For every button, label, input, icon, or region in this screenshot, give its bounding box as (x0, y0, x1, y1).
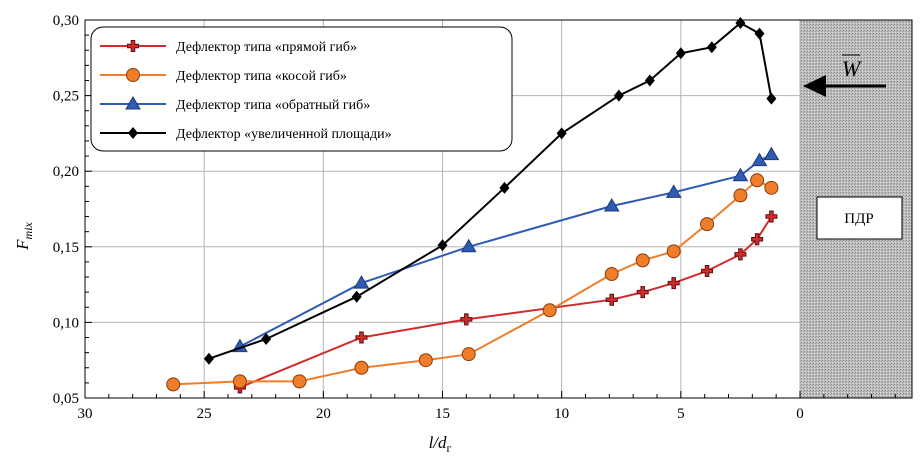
y-tick-label: 0,25 (53, 89, 79, 105)
data-point (765, 210, 778, 223)
series-triangle (232, 146, 780, 353)
flow-arrow-label: W (842, 56, 862, 81)
data-point (125, 96, 141, 110)
legend-label: Дефлектор типа «обратный гиб» (176, 98, 370, 113)
x-axis-title: l/dг (429, 433, 452, 455)
data-point (665, 184, 682, 198)
data-point (644, 74, 655, 87)
x-tick-label: 15 (435, 406, 450, 422)
data-point (734, 248, 747, 261)
y-tick-label: 0,05 (53, 391, 79, 407)
pdr-label: ПДР (844, 211, 873, 227)
plot-frame (84, 19, 913, 399)
series-line (173, 179, 772, 386)
data-point (735, 17, 746, 30)
data-point (126, 68, 140, 82)
data-point (751, 233, 764, 246)
pdr-label-box (816, 196, 903, 240)
data-point (700, 217, 715, 232)
y-tick-label: 0,30 (53, 13, 79, 29)
data-point (556, 127, 567, 140)
x-tick-label: 0 (796, 406, 804, 422)
x-tick-label: 20 (316, 406, 331, 422)
legend: Дефлектор типа «прямой гиб» Дефлектор тип… (90, 26, 513, 152)
legend-label: Дефлектор типа «прямой гиб» (176, 40, 357, 55)
data-point (437, 239, 448, 252)
legend-item: Дефлектор типа «обратный гиб» (100, 96, 370, 113)
data-point (732, 167, 749, 182)
data-point (461, 347, 476, 362)
data-point (127, 40, 139, 52)
data-point (751, 152, 768, 167)
data-point (232, 374, 247, 389)
data-point (203, 352, 214, 365)
y-tick-label: 0,10 (53, 315, 79, 331)
series-circle (166, 173, 779, 392)
data-point (292, 374, 307, 389)
y-tick-label: 0,15 (53, 240, 79, 256)
data-point (750, 173, 765, 188)
data-point (635, 253, 650, 268)
axes (84, 19, 913, 399)
y-axis-title: Fmix (13, 221, 35, 250)
data-point (666, 244, 681, 259)
data-point (603, 197, 620, 212)
data-point (706, 41, 717, 54)
data-point (499, 181, 510, 194)
series-plus (233, 210, 778, 394)
data-point (166, 377, 181, 392)
data-point (605, 293, 618, 306)
data-point (128, 127, 138, 139)
series-diamond (203, 17, 777, 365)
x-tick-label: 10 (554, 406, 569, 422)
data-point (675, 47, 686, 60)
x-tick-label: 25 (197, 406, 212, 422)
data-point (764, 180, 779, 195)
y-tick-label: 0,20 (53, 164, 79, 180)
legend-item: Дефлектор типа «косой гиб» (100, 68, 347, 84)
data-point (261, 333, 272, 346)
legend-item: Дефлектор «увеличенной площади» (100, 127, 392, 142)
data-point (733, 188, 748, 203)
data-point (353, 275, 370, 289)
legend-item: Дефлектор типа «прямой гиб» (100, 40, 357, 55)
data-point (754, 27, 765, 40)
legend-box (90, 26, 513, 152)
data-point (763, 146, 780, 161)
tick-labels: 30 25 20 15 10 5 0 0,05 0,10 0,15 0,20 0,25 0,30 (53, 13, 804, 422)
data-point (351, 290, 362, 303)
data-point (701, 264, 714, 277)
data-point (636, 286, 649, 299)
flow-arrow: W (803, 54, 886, 97)
series-line (239, 216, 773, 389)
data-point (460, 313, 473, 326)
data-point (667, 277, 680, 290)
data-point (354, 360, 369, 375)
data-point (766, 92, 777, 105)
data-point (613, 89, 624, 102)
x-tick-label: 5 (677, 406, 685, 422)
legend-label: Дефлектор «увеличенной площади» (176, 127, 392, 142)
data-point (418, 353, 433, 368)
series-layer (166, 17, 780, 394)
data-point (604, 267, 619, 282)
legend-label: Дефлектор типа «косой гиб» (176, 69, 347, 84)
data-point (542, 303, 557, 318)
data-point (355, 331, 368, 344)
x-tick-label: 30 (78, 406, 93, 422)
data-point (460, 238, 477, 253)
